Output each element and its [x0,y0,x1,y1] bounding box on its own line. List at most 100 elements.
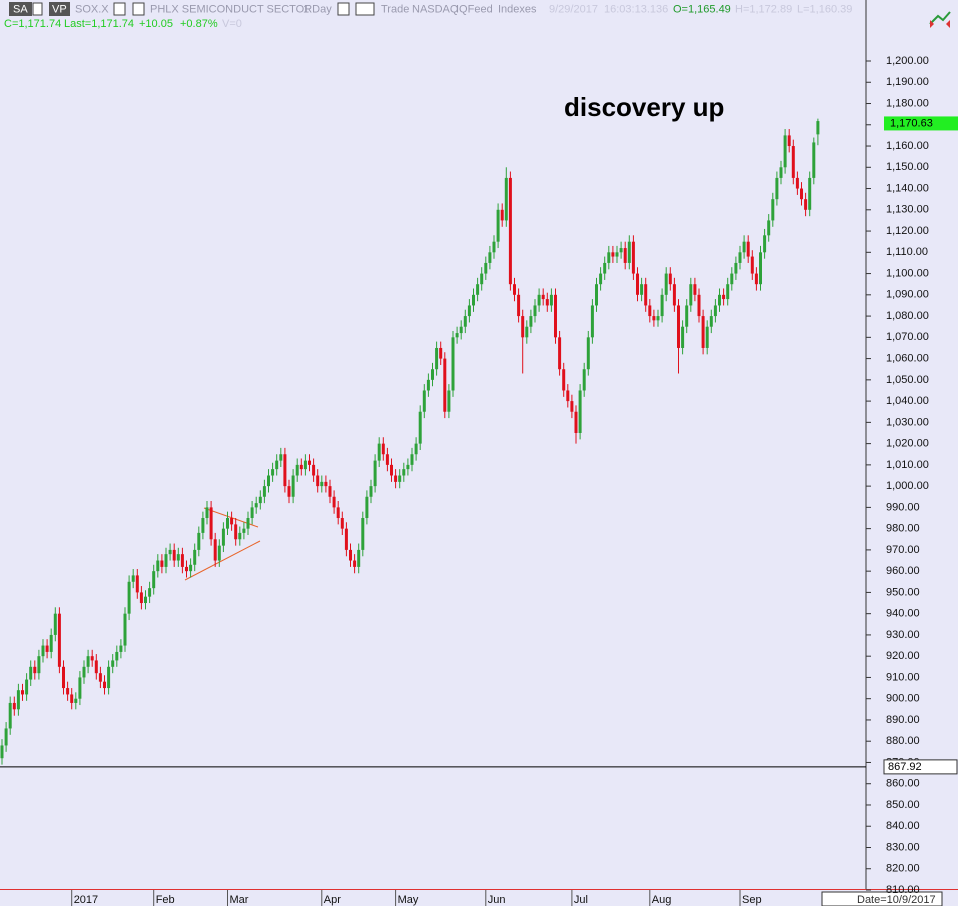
candle-body [480,273,484,285]
candle-body [16,690,20,710]
button[interactable] [9,2,32,16]
candle-body [90,656,94,661]
candle-body [672,284,676,306]
exchange: NASDAQ [412,3,459,15]
candle-body [521,316,525,338]
candle-body [693,284,697,295]
symbol: SOX.X [75,3,109,15]
candle-body [258,496,262,504]
y-tick-label: 880.00 [886,735,920,747]
candle-body [603,262,607,274]
candle-body [500,209,504,221]
dropdown[interactable] [113,2,126,16]
crosshair-label: 867.92 [888,761,922,773]
y-tick-label: 980.00 [886,523,920,535]
candle-body [644,284,648,306]
candle-body [791,146,795,178]
trend-line[interactable] [184,540,261,581]
candle-body [701,316,705,348]
dropdown[interactable] [132,2,145,16]
candle-body [455,333,459,338]
y-tick-label: 930.00 [886,629,920,641]
candle-body [394,475,398,482]
candle-body [525,326,529,338]
candle-body [115,651,119,661]
footer-date: Date=10/9/2017 [857,894,936,906]
candle-body [25,679,29,695]
y-tick-label: 1,000.00 [886,480,929,492]
candle-body [197,532,201,550]
candle-body [74,698,78,703]
dropdown[interactable] [32,2,43,16]
candle-body [131,575,135,582]
candle-body [320,481,324,487]
candle-body [172,549,176,561]
candle-body [209,507,213,540]
x-tick-label: Apr [324,894,341,906]
candle-body [312,464,316,476]
candle-body [664,273,668,295]
group: Indexes [498,3,537,15]
candle-body [250,507,254,519]
candle-body [119,645,123,652]
candle-body [439,347,443,359]
x-tick-label: Jun [488,894,506,906]
y-tick-label: 910.00 [886,671,920,683]
x-tick-label: Jul [574,894,588,906]
candle-body [98,673,102,682]
candle-body [718,294,721,306]
candle-body [636,273,639,295]
candle-body [246,518,250,529]
candle-body [816,121,820,135]
candle-body [431,369,434,380]
candle-body [357,549,361,567]
button-label[interactable]: SA [13,3,28,15]
candle-body [574,411,578,433]
candle-body [381,443,385,455]
dropdown[interactable] [355,2,375,16]
x-tick-label: Feb [156,894,175,906]
dropdown[interactable] [337,2,350,16]
y-tick-label: 1,200.00 [886,55,929,67]
candle-body [127,581,131,614]
candle-body [283,454,287,487]
y-tick-label: 950.00 [886,586,920,598]
button-label[interactable]: VP [52,3,67,15]
candle-body [787,135,791,147]
y-tick-label: 1,090.00 [886,289,929,301]
candle-body [775,177,779,200]
crosshair-tag [883,759,958,775]
y-tick-label: 900.00 [886,693,920,705]
candle-body [267,475,270,487]
candle-body [41,645,45,657]
last-price-tag [884,116,958,131]
candle-body [800,188,803,200]
candle-body [279,454,283,461]
y-tick-label: 960.00 [886,565,920,577]
candle-body [316,475,320,487]
y-tick-label: 920.00 [886,650,920,662]
y-tick-label: 1,010.00 [886,459,929,471]
candle-body [226,518,229,529]
candle-body [508,177,512,285]
candle-body [189,564,193,572]
candle-body [361,518,365,550]
date-box [821,891,943,906]
candle-body [426,379,430,391]
tool-icon[interactable] [929,11,951,28]
y-tick-label: 1,180.00 [886,97,929,109]
candle-body [459,326,463,334]
y-tick-label: 860.00 [886,778,920,790]
candle-body [410,454,414,465]
candle-body [262,486,266,497]
candle-body [443,358,447,412]
candle-body [812,142,816,178]
candle-body [558,337,562,370]
candle-body [554,294,557,338]
x-tick-label: Aug [652,894,672,906]
y-tick-label: 990.00 [886,501,920,513]
candle-body [185,566,188,572]
button[interactable] [49,2,70,16]
candle-body [705,326,709,348]
